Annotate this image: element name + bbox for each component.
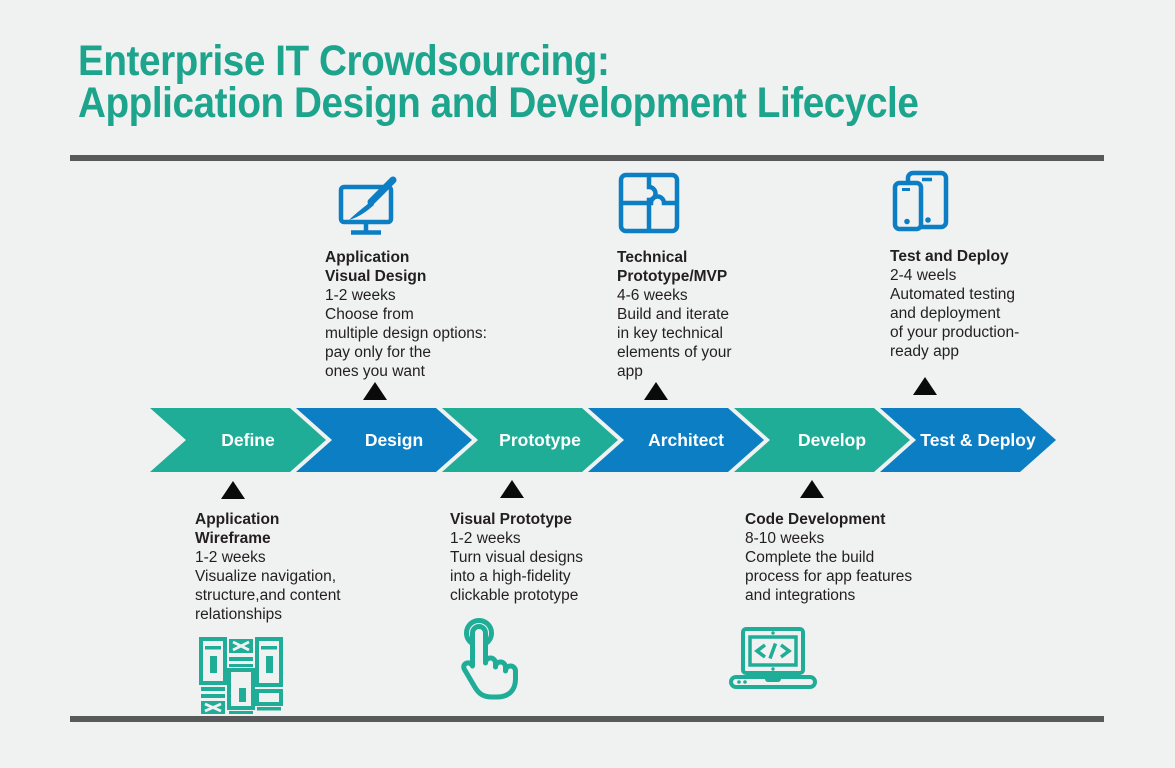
annotation-body: 4-6 weeks Build and iterate in key techn… xyxy=(617,287,732,380)
annotation-title: Application Wireframe xyxy=(195,511,280,547)
annotation-title: Technical Prototype/MVP xyxy=(617,249,728,285)
tap-hand-icon xyxy=(448,616,530,702)
monitor-paintbrush-icon xyxy=(338,176,398,240)
pointer-triangle-design xyxy=(363,382,387,400)
annotation-code-development: Code Development 8-10 weeks Complete the… xyxy=(745,510,912,605)
bottom-divider xyxy=(70,716,1104,722)
stage-label: Develop xyxy=(797,430,867,450)
annotation-body: 1-2 weeks Turn visual designs into a hig… xyxy=(450,530,583,604)
annotation-body: 1-2 weeks Choose from multiple design op… xyxy=(325,287,487,380)
pointer-triangle-develop xyxy=(800,480,824,498)
annotation-test-deploy: Test and Deploy 2-4 weels Automated test… xyxy=(890,247,1019,361)
pointer-triangle-prototype xyxy=(500,480,524,498)
page-title-line2: Application Design and Development Lifec… xyxy=(78,79,919,127)
annotation-title: Code Development xyxy=(745,511,886,528)
annotation-visual-design: Application Visual Design 1-2 weeks Choo… xyxy=(325,248,487,381)
top-divider xyxy=(70,155,1104,161)
annotation-wireframe: Application Wireframe 1-2 weeks Visualiz… xyxy=(195,510,341,624)
pointer-triangle-test-deploy xyxy=(913,377,937,395)
stage-label: Design xyxy=(364,430,424,450)
mobile-devices-icon xyxy=(892,170,950,240)
pointer-triangle-define xyxy=(221,481,245,499)
stage-label: Define xyxy=(221,430,275,450)
annotation-body: 1-2 weeks Visualize navigation, structur… xyxy=(195,549,341,623)
annotation-title: Visual Prototype xyxy=(450,511,573,528)
stage-define: Define xyxy=(150,408,326,472)
wireframe-books-icon xyxy=(198,636,286,714)
annotation-title: Test and Deploy xyxy=(890,248,1009,265)
annotation-body: 8-10 weeks Complete the build process fo… xyxy=(745,530,913,604)
page-title: Enterprise IT Crowdsourcing: Application… xyxy=(78,37,919,127)
stage-label: Test & Deploy xyxy=(920,430,1036,450)
puzzle-icon xyxy=(618,172,680,236)
pointer-triangle-architect xyxy=(644,382,668,400)
annotation-technical-prototype: Technical Prototype/MVP 4-6 weeks Build … xyxy=(617,248,732,381)
annotation-title: Application Visual Design xyxy=(325,249,427,285)
annotation-body: 2-4 weels Automated testing and deployme… xyxy=(890,267,1020,360)
stage-label: Architect xyxy=(648,430,724,450)
laptop-code-icon xyxy=(728,626,818,690)
stage-prototype: Prototype xyxy=(442,408,618,472)
page-title-line1: Enterprise IT Crowdsourcing: xyxy=(78,37,610,85)
annotation-visual-prototype: Visual Prototype 1-2 weeks Turn visual d… xyxy=(450,510,583,605)
stage-label: Prototype xyxy=(499,430,581,450)
